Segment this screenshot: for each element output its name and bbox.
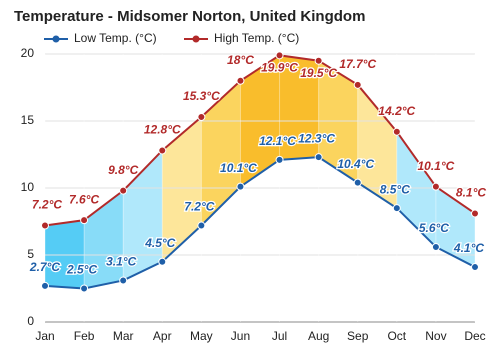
y-tick-label: 0 xyxy=(27,314,34,328)
x-tick-label: Sep xyxy=(347,329,369,343)
temp-band xyxy=(162,116,202,262)
data-label: 18°C xyxy=(227,53,254,67)
data-point xyxy=(236,182,245,191)
data-point xyxy=(353,80,362,89)
data-label: 4.1°C xyxy=(453,241,484,255)
x-tick-label: Jan xyxy=(35,329,54,343)
data-label: 2.5°C xyxy=(66,263,97,277)
data-point xyxy=(314,56,323,65)
data-point xyxy=(80,216,89,225)
data-label: 9.8°C xyxy=(108,163,138,177)
data-point xyxy=(197,221,206,230)
data-point xyxy=(236,76,245,85)
data-label: 2.7°C xyxy=(29,260,60,274)
x-tick-label: Jul xyxy=(272,329,287,343)
data-point xyxy=(431,242,440,251)
data-point xyxy=(197,112,206,121)
data-label: 12.3°C xyxy=(298,131,335,145)
data-label: 10.1°C xyxy=(220,161,257,175)
data-point xyxy=(314,153,323,162)
series-line xyxy=(44,54,476,227)
temp-band xyxy=(201,80,241,226)
data-point xyxy=(392,127,401,136)
data-label: 17.7°C xyxy=(339,57,376,71)
data-point xyxy=(158,146,167,155)
legend-marker xyxy=(52,35,60,43)
temp-band xyxy=(357,84,397,209)
data-point xyxy=(158,257,167,266)
y-tick-label: 20 xyxy=(21,46,35,60)
temp-band xyxy=(318,60,358,183)
series-line xyxy=(44,156,476,290)
data-point xyxy=(41,221,49,230)
x-tick-label: Feb xyxy=(74,329,95,343)
data-label: 7.2°C xyxy=(184,200,214,214)
data-label: 8.1°C xyxy=(456,186,486,200)
temp-band xyxy=(396,131,436,247)
x-tick-label: Aug xyxy=(308,329,329,343)
x-tick-label: Oct xyxy=(387,329,406,343)
data-point xyxy=(275,51,284,60)
y-tick-label: 10 xyxy=(21,180,35,194)
x-tick-label: Mar xyxy=(113,329,134,343)
data-label: 3.1°C xyxy=(106,255,136,269)
data-point xyxy=(275,155,284,164)
y-tick-label: 15 xyxy=(21,113,35,127)
temp-band xyxy=(45,220,85,289)
data-label: 8.5°C xyxy=(380,182,410,196)
data-label: 10.1°C xyxy=(417,159,454,173)
data-point xyxy=(119,186,128,195)
data-label: 15.3°C xyxy=(183,89,220,103)
data-point xyxy=(471,263,479,272)
legend-marker xyxy=(192,35,200,43)
data-point xyxy=(353,178,362,187)
x-tick-label: Apr xyxy=(153,329,172,343)
data-label: 12.8°C xyxy=(144,123,181,137)
temp-band xyxy=(279,55,319,160)
data-label: 19.5°C xyxy=(300,66,337,80)
data-point xyxy=(41,281,49,290)
legend-label: High Temp. (°C) xyxy=(214,31,299,45)
chart-title: Temperature - Midsomer Norton, United Ki… xyxy=(14,8,365,25)
data-label: 7.2°C xyxy=(32,198,62,212)
y-tick-label: 5 xyxy=(27,247,34,261)
data-point xyxy=(80,284,89,293)
data-label: 4.5°C xyxy=(144,236,175,250)
x-tick-label: Jun xyxy=(231,329,250,343)
legend-label: Low Temp. (°C) xyxy=(74,31,157,45)
x-tick-label: Dec xyxy=(464,329,485,343)
data-label: 5.6°C xyxy=(419,221,449,235)
data-point xyxy=(431,182,440,191)
data-point xyxy=(471,209,479,218)
data-point xyxy=(392,204,401,213)
data-label: 19.9°C xyxy=(261,61,298,75)
data-label: 10.4°C xyxy=(337,157,374,171)
data-label: 12.1°C xyxy=(259,134,296,148)
temp-band xyxy=(84,190,124,289)
x-tick-label: Nov xyxy=(425,329,446,343)
data-label: 14.2°C xyxy=(378,104,415,118)
x-tick-label: May xyxy=(190,329,213,343)
data-point xyxy=(119,276,128,285)
data-label: 7.6°C xyxy=(69,192,99,206)
temp-band xyxy=(123,150,163,281)
